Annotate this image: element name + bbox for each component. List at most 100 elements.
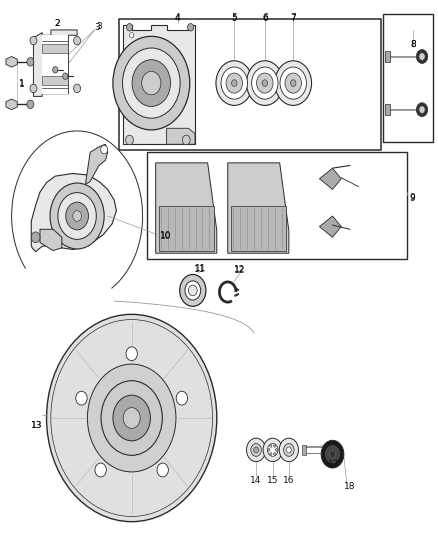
Circle shape: [419, 106, 425, 114]
Circle shape: [216, 61, 253, 106]
Circle shape: [95, 463, 106, 477]
Text: 8: 8: [410, 40, 416, 49]
Circle shape: [58, 192, 96, 239]
Circle shape: [31, 232, 40, 243]
Circle shape: [76, 391, 87, 405]
Bar: [383, 14, 433, 142]
Circle shape: [270, 445, 272, 447]
Text: 12: 12: [234, 266, 246, 274]
Circle shape: [130, 33, 134, 38]
Circle shape: [101, 146, 108, 154]
Circle shape: [252, 67, 278, 99]
Text: 11: 11: [195, 264, 206, 272]
Circle shape: [257, 73, 273, 93]
Circle shape: [221, 67, 247, 99]
Circle shape: [132, 60, 170, 107]
Circle shape: [46, 314, 217, 522]
Circle shape: [50, 183, 104, 249]
Circle shape: [232, 80, 237, 86]
Polygon shape: [6, 56, 17, 67]
Circle shape: [247, 61, 283, 106]
Circle shape: [30, 36, 37, 45]
Text: 3: 3: [95, 23, 100, 32]
Bar: [147, 152, 407, 259]
Polygon shape: [40, 229, 62, 251]
Text: 14: 14: [251, 476, 262, 484]
Text: 9: 9: [409, 194, 415, 203]
Polygon shape: [42, 44, 68, 53]
Text: 2: 2: [55, 19, 60, 28]
Text: 6: 6: [262, 13, 268, 22]
Circle shape: [290, 80, 296, 86]
Text: 16: 16: [283, 476, 295, 484]
Circle shape: [126, 347, 138, 361]
Polygon shape: [385, 51, 390, 62]
Circle shape: [188, 285, 197, 296]
Text: 13: 13: [31, 422, 42, 431]
Circle shape: [263, 438, 283, 462]
Circle shape: [53, 67, 58, 73]
Circle shape: [176, 391, 187, 405]
Circle shape: [325, 446, 339, 463]
Circle shape: [113, 395, 150, 441]
Circle shape: [419, 53, 425, 60]
Circle shape: [270, 453, 272, 455]
Circle shape: [279, 438, 298, 462]
Circle shape: [247, 438, 266, 462]
Circle shape: [268, 448, 270, 451]
Polygon shape: [159, 206, 214, 252]
Circle shape: [251, 443, 261, 456]
Circle shape: [113, 36, 190, 130]
Polygon shape: [6, 99, 17, 110]
Circle shape: [185, 281, 201, 300]
Circle shape: [273, 453, 276, 455]
Text: 1: 1: [19, 79, 25, 88]
Circle shape: [27, 58, 34, 66]
Text: 3: 3: [96, 22, 102, 31]
Circle shape: [329, 450, 336, 458]
Text: 18: 18: [344, 481, 356, 490]
Circle shape: [280, 67, 307, 99]
Circle shape: [142, 71, 161, 95]
Text: 1: 1: [19, 78, 25, 87]
Circle shape: [127, 23, 133, 31]
Circle shape: [123, 48, 180, 118]
Polygon shape: [228, 163, 289, 253]
Text: 2: 2: [55, 19, 60, 28]
Circle shape: [74, 36, 81, 45]
Circle shape: [27, 100, 34, 109]
Circle shape: [286, 447, 291, 453]
Circle shape: [417, 50, 427, 63]
Polygon shape: [31, 173, 117, 252]
Circle shape: [73, 211, 81, 221]
Text: 10: 10: [160, 231, 172, 240]
Circle shape: [273, 445, 276, 447]
Text: 4: 4: [175, 13, 180, 22]
Text: 9: 9: [409, 193, 415, 202]
Circle shape: [157, 463, 168, 477]
Text: 5: 5: [231, 13, 237, 22]
Circle shape: [101, 381, 162, 455]
Text: 12: 12: [234, 265, 246, 273]
Circle shape: [285, 73, 301, 93]
Circle shape: [182, 135, 190, 145]
Circle shape: [180, 274, 206, 306]
Circle shape: [275, 61, 311, 106]
Polygon shape: [155, 163, 217, 253]
Polygon shape: [42, 76, 68, 85]
Polygon shape: [231, 206, 286, 252]
Text: 7: 7: [290, 14, 296, 23]
Polygon shape: [385, 104, 390, 115]
Polygon shape: [42, 35, 68, 94]
Circle shape: [417, 103, 427, 117]
Text: 4: 4: [175, 14, 180, 23]
Text: 6: 6: [262, 14, 268, 23]
Polygon shape: [319, 168, 341, 189]
Circle shape: [321, 440, 344, 468]
Circle shape: [268, 443, 278, 456]
Circle shape: [262, 80, 268, 86]
Polygon shape: [319, 216, 341, 237]
Circle shape: [74, 84, 81, 93]
Bar: [119, 19, 381, 150]
Circle shape: [30, 84, 37, 93]
